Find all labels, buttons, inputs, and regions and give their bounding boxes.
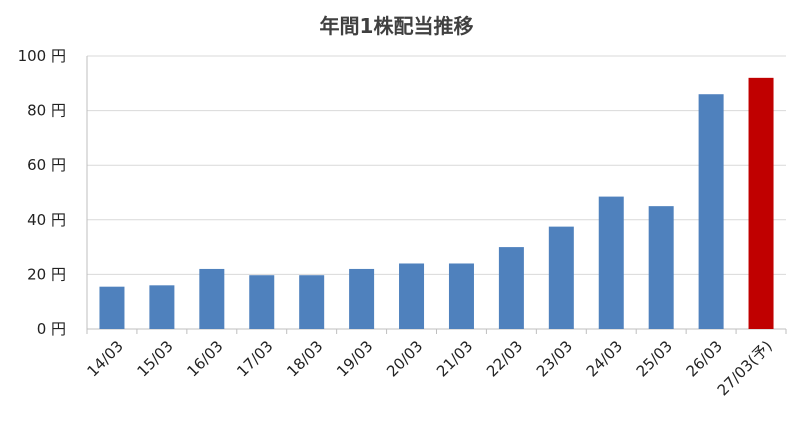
x-tick-label: 26/03 [683, 337, 726, 380]
bar [399, 263, 425, 329]
x-tick-label: 21/03 [433, 337, 476, 380]
y-tick-label: 60 円 [27, 156, 66, 174]
bar [249, 275, 275, 329]
bar [498, 247, 524, 329]
x-tick-label: 22/03 [483, 337, 526, 380]
chart-title: 年間1株配当推移 [319, 14, 474, 38]
x-tick-label: 24/03 [583, 337, 626, 380]
x-tick-label: 18/03 [283, 337, 326, 380]
bar [598, 196, 624, 329]
x-tick-label: 15/03 [133, 337, 176, 380]
bar [149, 285, 175, 329]
y-tick-label: 40 円 [27, 211, 66, 229]
x-tick-label: 16/03 [183, 337, 226, 380]
bars [99, 77, 774, 329]
bar [99, 286, 125, 329]
bar [698, 94, 724, 329]
gridlines [86, 55, 787, 334]
x-tick-label: 23/03 [533, 337, 576, 380]
x-tick-label: 17/03 [233, 337, 276, 380]
y-tick-label: 20 円 [27, 265, 66, 283]
x-tick-label: 27/03(予) [714, 337, 776, 399]
y-axis-ticks: 0 円 20 円 40 円 60 円 80 円 100 円 [18, 47, 66, 338]
bar [299, 275, 325, 329]
bar [648, 206, 674, 329]
x-tick-label: 19/03 [333, 337, 376, 380]
bar [448, 263, 474, 329]
y-tick-label: 80 円 [27, 102, 66, 120]
x-tick-label: 14/03 [83, 337, 126, 380]
bar [349, 268, 375, 329]
y-tick-label: 100 円 [18, 47, 66, 65]
x-tick-label: 20/03 [383, 337, 426, 380]
bar-forecast [748, 77, 774, 329]
x-tick-label: 25/03 [633, 337, 676, 380]
bar [548, 226, 574, 329]
bar [199, 268, 225, 329]
y-tick-label: 0 円 [37, 320, 66, 338]
x-axis-ticks: 14/03 15/03 16/03 17/03 18/03 19/03 20/03 21/03… [83, 337, 775, 399]
